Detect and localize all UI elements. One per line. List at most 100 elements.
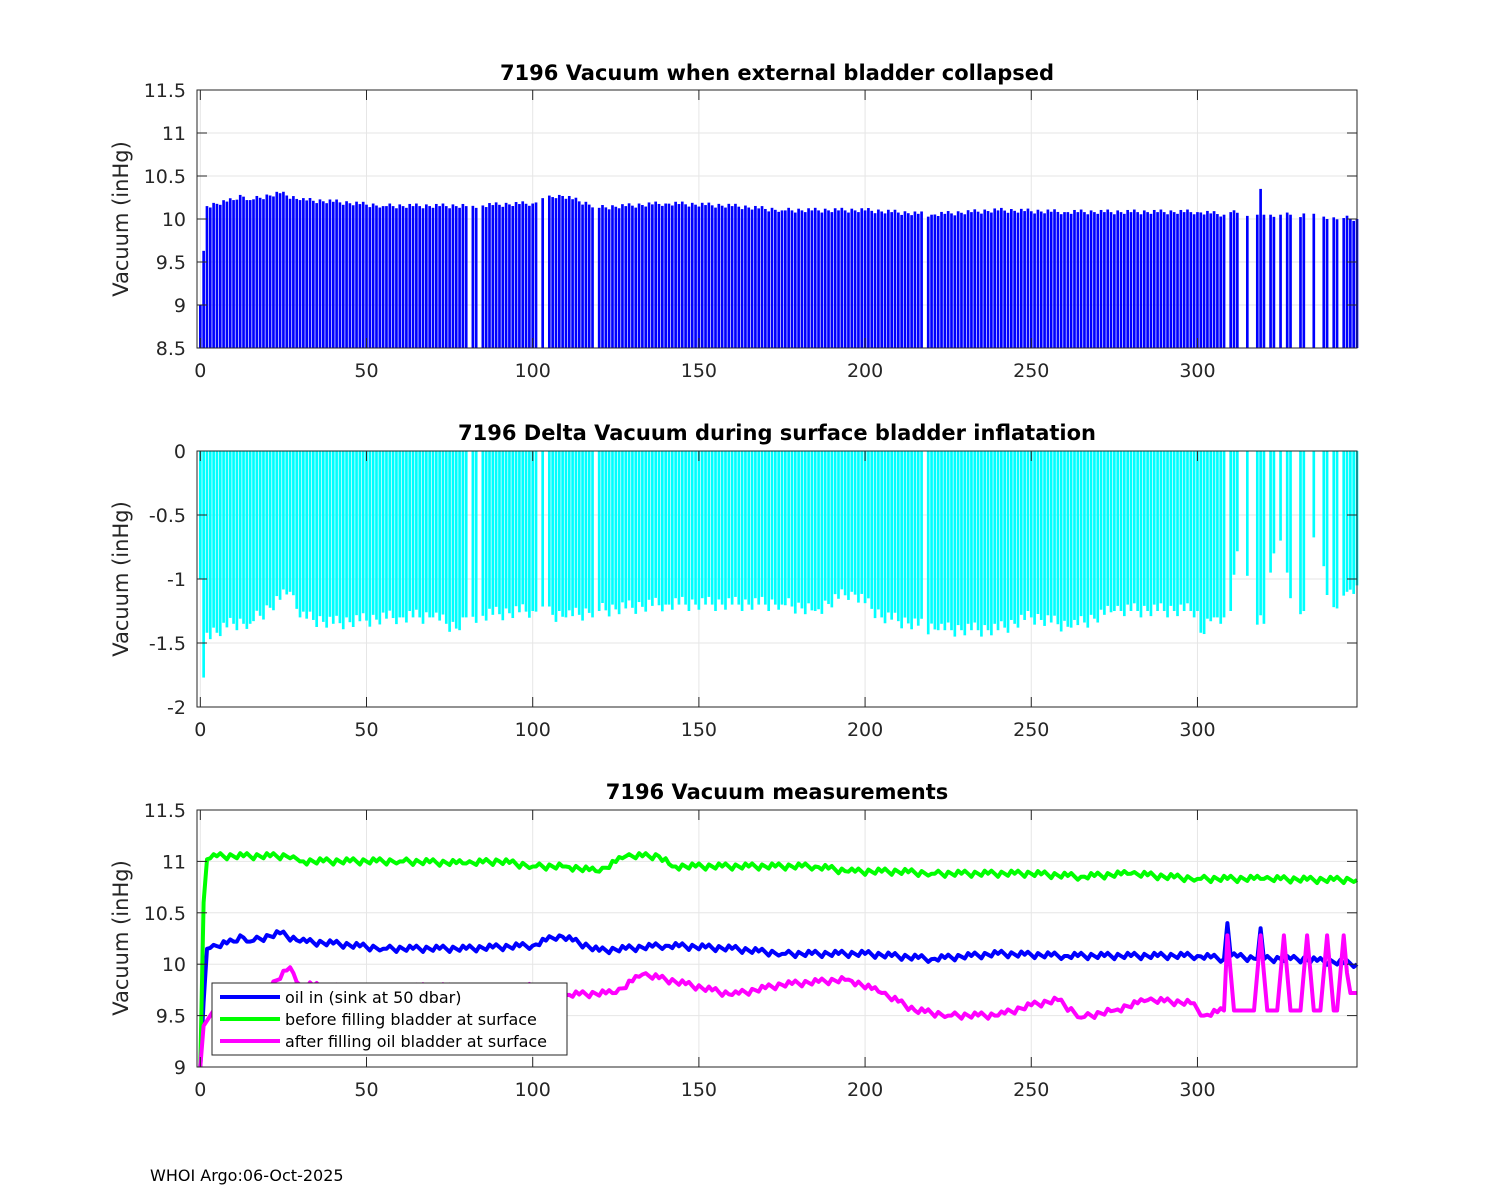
bar — [910, 215, 913, 348]
bar — [1186, 451, 1189, 604]
bar — [1299, 217, 1302, 348]
bar — [1016, 451, 1020, 628]
bar — [803, 212, 807, 348]
bar — [557, 451, 561, 611]
bar — [624, 451, 628, 609]
bar — [571, 451, 574, 617]
bar — [471, 205, 475, 348]
bar — [1192, 451, 1196, 618]
bar — [315, 203, 318, 348]
bar — [621, 204, 624, 348]
bar — [1199, 212, 1203, 348]
bar — [1312, 451, 1316, 538]
bar — [651, 451, 654, 606]
bar — [1332, 217, 1336, 348]
bar — [1189, 212, 1193, 348]
x-tick-label: 100 — [515, 719, 551, 741]
bar — [790, 451, 794, 607]
bar — [827, 451, 830, 605]
bar — [1013, 210, 1016, 348]
bar — [1216, 214, 1219, 348]
bar — [428, 451, 431, 618]
bar — [265, 451, 269, 606]
bar — [737, 206, 741, 348]
bar — [567, 195, 571, 348]
bar — [910, 451, 913, 630]
bar — [890, 451, 893, 620]
bar — [960, 212, 963, 348]
bar — [321, 201, 325, 348]
bar — [265, 194, 269, 348]
bar — [1149, 451, 1153, 617]
bar — [255, 451, 259, 611]
bar — [252, 451, 255, 622]
x-tick-label: 50 — [354, 719, 378, 741]
bar — [514, 202, 518, 348]
x-tick-label: 300 — [1179, 1079, 1215, 1101]
y-tick-label: -0.5 — [149, 505, 186, 527]
bar — [737, 451, 741, 605]
bar — [1049, 211, 1053, 348]
bar — [1109, 451, 1113, 613]
bar — [511, 451, 515, 619]
bar — [714, 451, 717, 611]
bar — [494, 451, 498, 607]
vacuum-measurements-panel: 7196 Vacuum measurements Vacuum (inHg) o… — [109, 780, 1359, 1101]
delta-vacuum-panel: 7196 Delta Vacuum during surface bladder… — [109, 421, 1359, 741]
bar — [654, 201, 658, 348]
bar — [285, 451, 289, 595]
bar — [730, 451, 734, 605]
bar — [395, 208, 398, 348]
bar — [494, 202, 498, 348]
y-tick-label: 11 — [162, 851, 186, 873]
bar — [581, 451, 584, 621]
bar — [1206, 210, 1209, 348]
bar — [1039, 211, 1043, 348]
bar — [637, 203, 641, 348]
bar — [564, 451, 568, 618]
bar — [375, 451, 378, 620]
bar — [348, 451, 352, 623]
bar — [1063, 212, 1066, 348]
y-tick-label: -2 — [167, 697, 186, 719]
bar — [1113, 451, 1116, 611]
y-axis-label: Vacuum (inHg) — [109, 141, 133, 297]
bar — [1156, 451, 1159, 611]
bar — [1089, 451, 1093, 615]
y-tick-label: 0 — [174, 441, 186, 463]
bar — [670, 205, 674, 348]
bar — [295, 451, 299, 609]
bar — [454, 206, 458, 348]
bar — [571, 199, 574, 348]
bar — [421, 451, 425, 624]
x-tick-label: 250 — [1013, 1079, 1049, 1101]
x-tick-label: 300 — [1179, 719, 1215, 741]
bar — [700, 451, 704, 599]
bar — [880, 451, 884, 618]
bar — [415, 451, 418, 610]
bar — [597, 451, 601, 611]
bar — [547, 451, 551, 607]
bar — [315, 451, 318, 627]
x-tick-label: 150 — [681, 1079, 717, 1101]
bar — [438, 206, 441, 348]
bar — [724, 207, 727, 348]
bar — [557, 194, 561, 348]
y-axis-label: Vacuum (inHg) — [109, 860, 133, 1016]
bar — [1036, 209, 1040, 348]
bar — [318, 451, 322, 617]
bar — [1182, 212, 1186, 348]
bar — [1029, 451, 1033, 618]
bar — [664, 203, 667, 348]
bar — [1272, 451, 1276, 554]
bar — [1262, 451, 1266, 624]
bar — [986, 211, 990, 348]
bar — [205, 451, 209, 633]
bar — [624, 206, 628, 348]
bar — [302, 198, 305, 348]
bar — [996, 210, 1000, 348]
bar — [644, 451, 648, 612]
bar — [1182, 451, 1186, 611]
bar — [853, 451, 857, 595]
bar — [232, 200, 235, 348]
